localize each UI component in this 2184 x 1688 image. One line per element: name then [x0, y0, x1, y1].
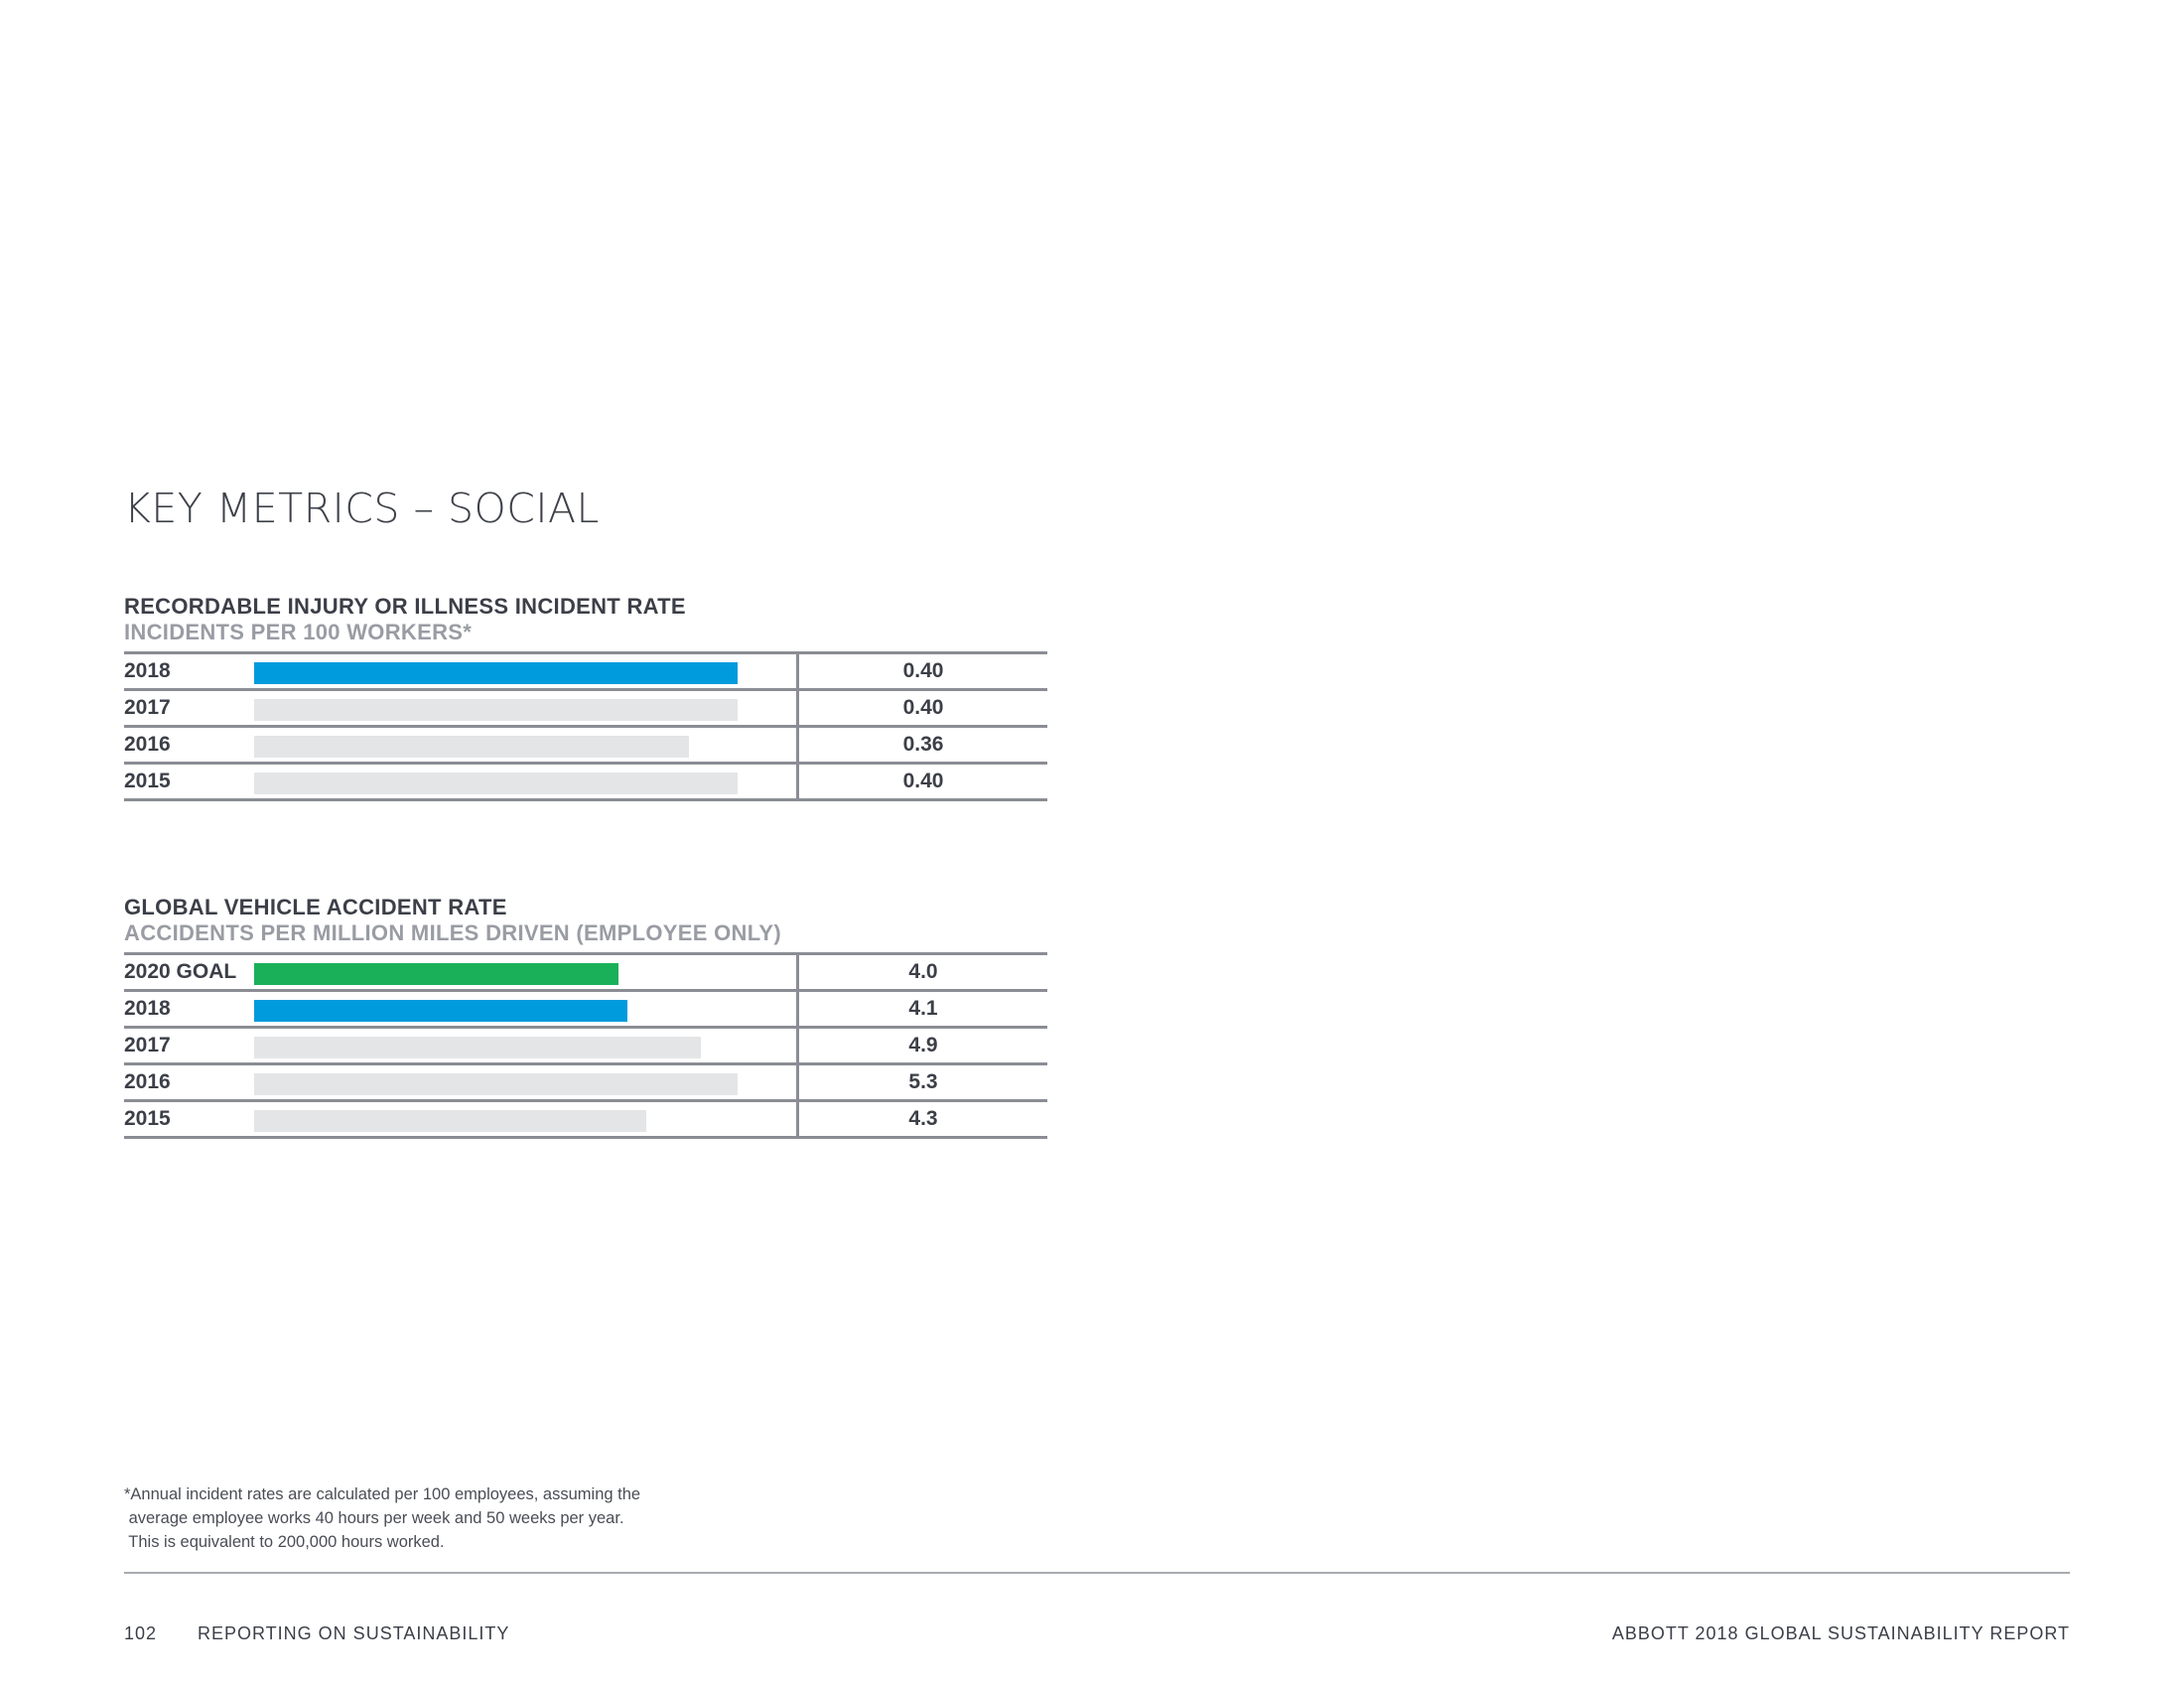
footer-report-title: ABBOTT 2018 GLOBAL SUSTAINABILITY REPORT — [1611, 1623, 2070, 1643]
chart-row: 2018 4.1 — [124, 992, 1047, 1029]
row-label: 2015 — [124, 770, 171, 792]
bar — [254, 1110, 646, 1132]
chart-row: 2016 0.36 — [124, 728, 1047, 765]
chart-row: 2017 0.40 — [124, 691, 1047, 728]
page-title: KEY METRICS – SOCIAL — [124, 485, 600, 532]
row-label: 2018 — [124, 997, 171, 1020]
chart-rows: 2020 GOAL 4.0 2018 4.1 2017 4.9 2016 5.3 2015 4.3 — [124, 952, 1047, 1139]
chart-subtitle: INCIDENTS PER 100 WORKERS* — [124, 620, 473, 644]
bar — [254, 662, 738, 684]
data-label: 0.40 — [902, 659, 944, 682]
footer-divider — [124, 1572, 2070, 1574]
injury-rate-chart: RECORDABLE INJURY OR ILLNESS INCIDENT RA… — [124, 594, 1047, 801]
chart-subtitle: ACCIDENTS PER MILLION MILES DRIVEN (EMPL… — [124, 920, 782, 945]
bar — [254, 699, 738, 721]
chart-row: 2017 4.9 — [124, 1029, 1047, 1065]
footnote: *Annual incident rates are calculated pe… — [124, 1482, 640, 1554]
bar — [254, 1000, 628, 1022]
row-label: 2015 — [124, 1107, 171, 1130]
row-label: 2016 — [124, 1070, 171, 1093]
data-label: 0.40 — [902, 696, 944, 719]
bar — [254, 773, 738, 794]
row-label: 2020 GOAL — [124, 960, 237, 983]
data-label: 4.3 — [908, 1107, 938, 1130]
footnote-line: This is equivalent to 200,000 hours work… — [124, 1533, 445, 1551]
chart-title: GLOBAL VEHICLE ACCIDENT RATE — [124, 895, 507, 919]
row-label: 2017 — [124, 1034, 171, 1056]
data-label: 0.36 — [902, 733, 944, 756]
bar — [254, 963, 619, 985]
row-label: 2017 — [124, 696, 171, 719]
footnote-line: *Annual incident rates are calculated pe… — [124, 1485, 641, 1503]
row-label: 2016 — [124, 733, 171, 756]
data-label: 5.3 — [908, 1070, 938, 1093]
footnote-line: average employee works 40 hours per week… — [124, 1509, 624, 1527]
data-label: 0.40 — [902, 770, 944, 792]
bar — [254, 1073, 738, 1095]
bar — [254, 1037, 701, 1058]
chart-row: 2018 0.40 — [124, 654, 1047, 691]
page-number: 102 — [124, 1623, 158, 1643]
chart-row: 2016 5.3 — [124, 1065, 1047, 1102]
row-label: 2018 — [124, 659, 171, 682]
data-label: 4.9 — [908, 1034, 938, 1056]
chart-row: 2015 0.40 — [124, 765, 1047, 801]
chart-title: RECORDABLE INJURY OR ILLNESS INCIDENT RA… — [124, 594, 686, 619]
chart-row: 2020 GOAL 4.0 — [124, 955, 1047, 992]
vehicle-accident-chart: GLOBAL VEHICLE ACCIDENT RATE ACCIDENTS P… — [124, 895, 1047, 1139]
bar — [254, 736, 690, 758]
data-label: 4.1 — [908, 997, 938, 1020]
column-divider — [796, 955, 799, 1139]
data-label: 4.0 — [908, 960, 938, 983]
chart-rows: 2018 0.40 2017 0.40 2016 0.36 2015 0.40 — [124, 651, 1047, 801]
chart-row: 2015 4.3 — [124, 1102, 1047, 1139]
column-divider — [796, 654, 799, 801]
footer-section: REPORTING ON SUSTAINABILITY — [198, 1623, 510, 1643]
